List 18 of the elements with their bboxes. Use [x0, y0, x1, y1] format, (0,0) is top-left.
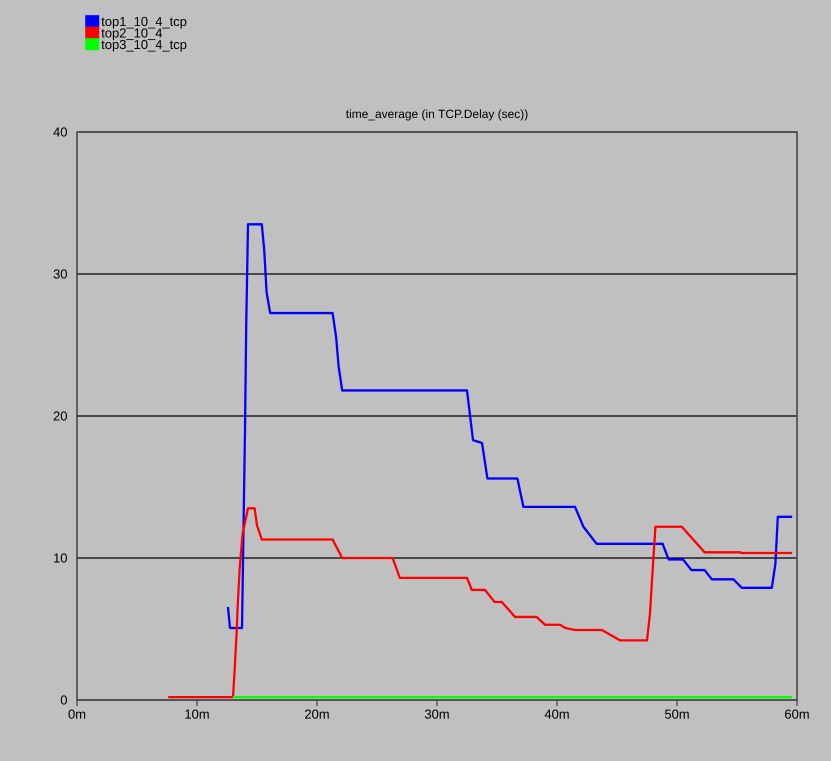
x-tick-label: 40m [544, 710, 569, 719]
x-tick-label: 50m [664, 710, 689, 719]
x-tick-label: 0m [68, 710, 86, 719]
x-tick-label: 10m [185, 710, 209, 719]
legend-label: top1_10_4_tcp [101, 16, 186, 29]
x-tick-label: 20m [305, 710, 329, 719]
legend-label: top3_10_4_tcp [101, 40, 186, 52]
y-tick-label: 30 [54, 269, 67, 279]
legend-label: top2_10_4 [101, 28, 162, 40]
x-tick-label: 30m [424, 710, 449, 719]
y-tick-label: 0 [60, 695, 67, 705]
x-tick-label: 60m [785, 710, 809, 719]
chart-title: time_average (in TCP.Delay (sec)) [346, 109, 528, 120]
y-tick-label: 20 [54, 411, 67, 421]
y-tick-label: 40 [53, 127, 67, 137]
line-series [167, 507, 794, 698]
y-tick-label: 10 [54, 553, 67, 563]
line-series [226, 223, 794, 630]
